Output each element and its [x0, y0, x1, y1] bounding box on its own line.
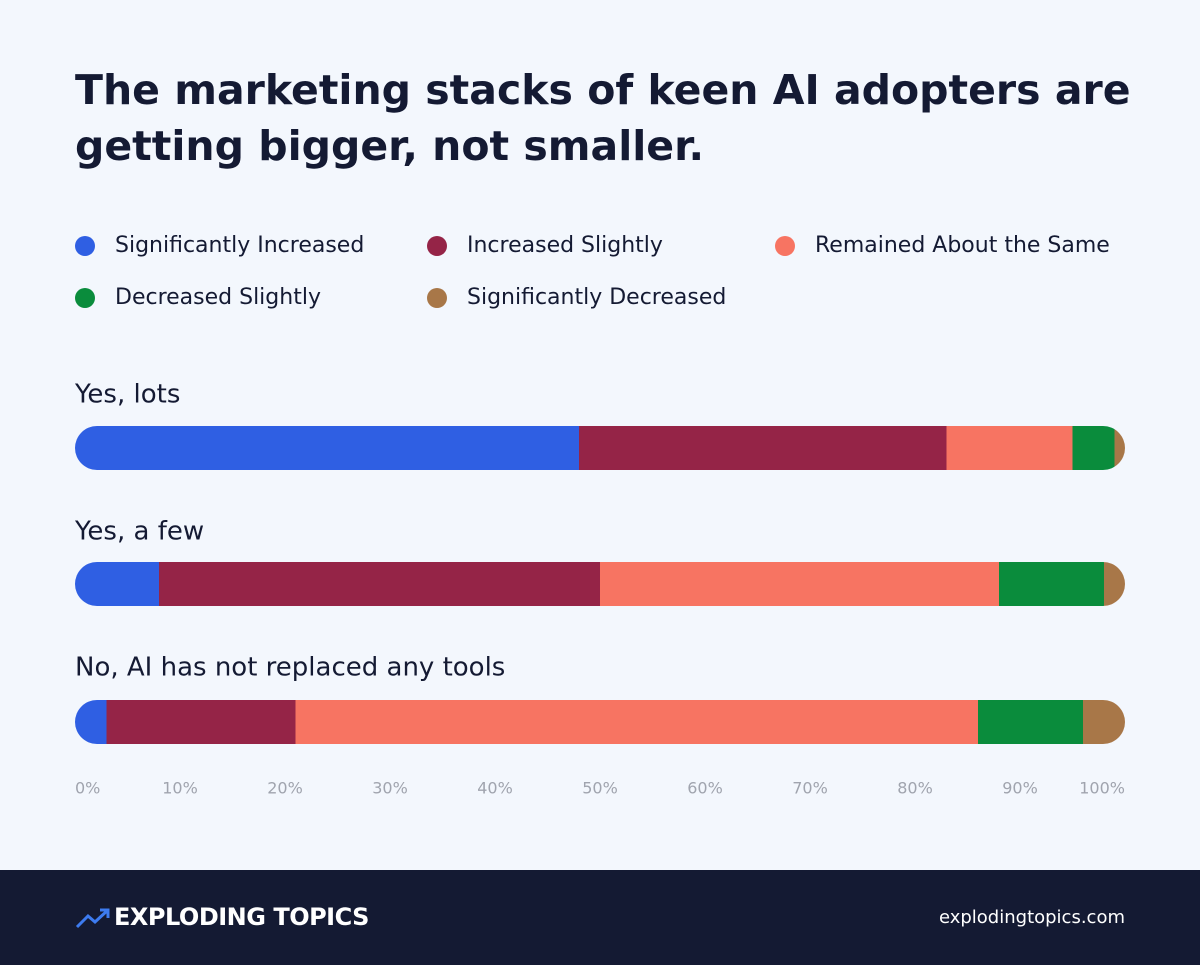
legend-swatch — [427, 236, 447, 256]
bar-segment — [75, 426, 579, 470]
legend-label: Decreased Slightly — [115, 285, 321, 310]
bar-segment — [600, 562, 999, 606]
legend-swatch — [775, 236, 795, 256]
bar-segment — [1104, 562, 1125, 606]
bar-segment — [1083, 700, 1125, 744]
x-tick-label: 90% — [1002, 779, 1038, 798]
legend-label: Significantly Decreased — [467, 285, 726, 310]
legend-swatch — [427, 288, 447, 308]
bar-segment — [946, 426, 1073, 470]
category-label: Yes, lots — [74, 380, 180, 410]
legend-swatch — [75, 236, 95, 256]
bar-segment — [75, 562, 159, 606]
legend-label: Significantly Increased — [115, 233, 364, 258]
brand: EXPLODING TOPICS — [114, 903, 369, 931]
category-label: No, AI has not replaced any tools — [75, 653, 505, 683]
x-tick-label: 50% — [582, 779, 618, 798]
legend-swatch — [75, 288, 95, 308]
bar-segment — [579, 426, 947, 470]
bar-segment — [978, 700, 1083, 744]
x-tick-label: 10% — [162, 779, 198, 798]
legend-label: Increased Slightly — [467, 233, 663, 258]
bar-segment — [75, 700, 107, 744]
bar-segment — [1114, 426, 1125, 470]
x-tick-label: 20% — [267, 779, 303, 798]
x-tick-label: 0% — [75, 779, 100, 798]
logo-icon — [75, 908, 110, 929]
bar-segment — [1072, 426, 1115, 470]
x-tick-label: 70% — [792, 779, 828, 798]
x-tick-label: 80% — [897, 779, 933, 798]
bar-row — [75, 426, 1125, 470]
site-url: explodingtopics.com — [939, 907, 1125, 928]
footer-bar — [0, 870, 1200, 965]
x-tick-label: 60% — [687, 779, 723, 798]
bar-segment — [159, 562, 600, 606]
chart-title: The marketing stacks of keen AI adopters… — [75, 66, 1131, 170]
bar-row — [75, 700, 1125, 744]
bar-segment — [106, 700, 296, 744]
bar-segment — [999, 562, 1104, 606]
category-label: Yes, a few — [74, 517, 204, 547]
bar-row — [75, 562, 1125, 606]
x-tick-label: 30% — [372, 779, 408, 798]
x-tick-label: 100% — [1079, 779, 1125, 798]
bar-segment — [295, 700, 978, 744]
x-tick-label: 40% — [477, 779, 513, 798]
legend-label: Remained About the Same — [815, 233, 1110, 258]
